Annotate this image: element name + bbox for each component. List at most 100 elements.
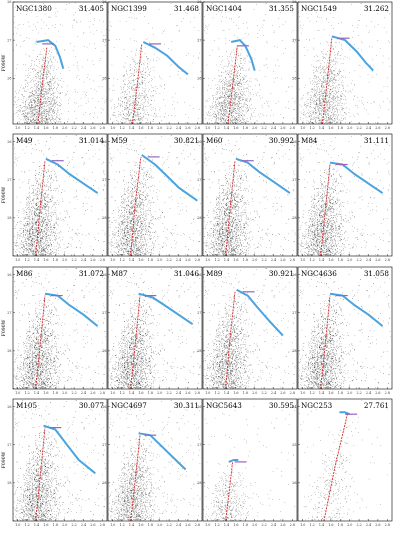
y-tick-label: 26: [197, 405, 201, 409]
y-tick-label: 27: [292, 311, 296, 315]
rgb-fiducial-line: [225, 291, 236, 389]
cmd-panel: 1.0 1.2 1.4 1.6 1.8 2.0 2.2 2.4 2.6 2.8 26 27 28 NGC4…: [292, 266, 393, 395]
panel-galaxy-name: M49: [16, 136, 33, 145]
x-tick-label: 1.0: [110, 523, 115, 527]
x-tick-label: 2.4: [176, 126, 181, 130]
x-tick-label: 2.4: [271, 523, 276, 527]
y-tick-label: 27: [292, 38, 296, 42]
x-tick-label: 2.2: [261, 523, 266, 527]
panel-frame: [12, 266, 108, 390]
panel-galaxy-name: NGC1549: [301, 4, 337, 13]
x-tick-label: 2.2: [71, 258, 76, 262]
x-tick-label: 2.6: [90, 126, 95, 130]
panel-frame: [12, 133, 108, 257]
panel-distance-modulus: 30.992: [269, 136, 294, 145]
x-tick-label: 2.2: [71, 523, 76, 527]
rgb-fiducial-line: [323, 414, 348, 521]
x-tick-label: 2.2: [71, 126, 76, 130]
x-tick-label: 2.8: [385, 523, 390, 527]
star-points: [108, 135, 202, 256]
star-points: [203, 3, 297, 124]
x-tick-label: 2.4: [271, 126, 276, 130]
x-tick-label: 2.0: [347, 126, 352, 130]
x-tick-label: 1.4: [224, 391, 229, 395]
y-tick-label: 26: [7, 405, 11, 409]
cmd-panel: 1.0 1.2 1.4 1.6 1.8 2.0 2.2 2.4 2.6 2.8 26 27 28 NGC4…: [102, 398, 203, 527]
cmd-panel: 1.0 1.2 1.4 1.6 1.8 2.0 2.2 2.4 2.6 2.8 26 27 28 M89 3…: [197, 266, 298, 395]
panel-frame: [107, 398, 203, 522]
panel-distance-modulus: 31.111: [364, 136, 389, 145]
x-tick-label: 1.2: [24, 523, 29, 527]
rgb-fiducial-line: [130, 295, 141, 389]
x-tick-label: 2.8: [195, 391, 200, 395]
trgb-tip-line: [43, 424, 96, 475]
panel-galaxy-name: NGC4697: [111, 401, 147, 410]
rgb-fiducial-line: [37, 47, 48, 124]
x-tick-label: 1.6: [233, 126, 238, 130]
x-tick-label: 1.4: [129, 258, 134, 262]
x-tick-label: 2.6: [185, 258, 190, 262]
x-tick-label: 2.6: [375, 523, 380, 527]
x-tick-label: 2.4: [271, 258, 276, 262]
x-tick-label: 2.6: [280, 258, 285, 262]
x-tick-label: 1.2: [24, 391, 29, 395]
rgb-fiducial-line: [225, 461, 234, 521]
x-tick-label: 1.8: [148, 258, 153, 262]
panel-distance-modulus: 31.058: [364, 269, 390, 278]
y-tick-label: 27: [7, 178, 11, 182]
x-tick-label: 2.6: [90, 391, 95, 395]
panel-frame: [12, 1, 108, 125]
x-tick-label: 1.2: [214, 258, 219, 262]
x-tick-label: 2.8: [290, 126, 295, 130]
cmd-panel: 1.0 1.2 1.4 1.6 1.8 2.0 2.2 2.4 2.6 2.8 26 27 28 M59 3…: [102, 133, 203, 262]
y-tick-label: 27: [102, 178, 106, 182]
x-tick-label: 2.6: [375, 391, 380, 395]
x-tick-label: 1.4: [129, 126, 134, 130]
y-tick-label: 28: [292, 76, 296, 80]
x-tick-label: 2.2: [71, 391, 76, 395]
y-tick-label: 28: [292, 216, 296, 220]
y-tick-label: 26: [7, 140, 11, 144]
x-tick-label: 1.0: [110, 258, 115, 262]
x-tick-label: 1.0: [15, 258, 20, 262]
x-tick-label: 2.2: [261, 391, 266, 395]
x-tick-label: 1.6: [328, 126, 333, 130]
x-tick-label: 1.4: [34, 523, 39, 527]
y-tick-label: 28: [197, 349, 201, 353]
x-tick-label: 2.2: [166, 391, 171, 395]
star-points: [108, 400, 202, 521]
x-tick-label: 1.6: [233, 258, 238, 262]
x-tick-label: 1.6: [138, 391, 143, 395]
x-tick-label: 1.2: [214, 391, 219, 395]
y-tick-label: 26: [292, 0, 296, 4]
x-tick-label: 1.2: [214, 523, 219, 527]
x-tick-label: 1.8: [243, 126, 248, 130]
x-tick-label: 2.0: [252, 126, 257, 130]
panel-galaxy-name: NGC1380: [16, 4, 52, 13]
y-axis-label: F090W: [1, 451, 7, 468]
panel-frame: [297, 266, 393, 390]
x-tick-label: 2.8: [385, 391, 390, 395]
x-tick-label: 2.2: [261, 126, 266, 130]
x-tick-label: 1.4: [319, 523, 324, 527]
panel-distance-modulus: 31.405: [79, 4, 105, 13]
x-tick-label: 1.4: [34, 126, 39, 130]
cmd-panel: 1.0 1.2 1.4 1.6 1.8 2.0 2.2 2.4 2.6 2.8 26 27 28 M86 3…: [1, 266, 108, 395]
x-tick-label: 2.6: [185, 391, 190, 395]
x-tick-label: 2.0: [157, 391, 162, 395]
rgb-fiducial-line: [225, 160, 236, 256]
y-tick-label: 28: [7, 481, 11, 485]
x-tick-label: 1.8: [243, 523, 248, 527]
x-tick-label: 1.6: [43, 523, 48, 527]
cmd-panel: 1.0 1.2 1.4 1.6 1.8 2.0 2.2 2.4 2.6 2.8 26 27 28 M84 3…: [292, 133, 393, 262]
cmd-panel: 1.0 1.2 1.4 1.6 1.8 2.0 2.2 2.4 2.6 2.8 26 27 28 NGC1…: [292, 0, 393, 130]
panel-frame: [297, 133, 393, 257]
star-points: [298, 135, 392, 256]
x-tick-label: 1.0: [15, 126, 20, 130]
cmd-panel: 1.0 1.2 1.4 1.6 1.8 2.0 2.2 2.4 2.6 2.8 26 27 28 NGC1…: [197, 0, 298, 130]
x-tick-label: 1.8: [338, 258, 343, 262]
x-tick-label: 1.0: [300, 391, 305, 395]
x-tick-label: 2.0: [157, 126, 162, 130]
x-tick-label: 1.4: [224, 258, 229, 262]
